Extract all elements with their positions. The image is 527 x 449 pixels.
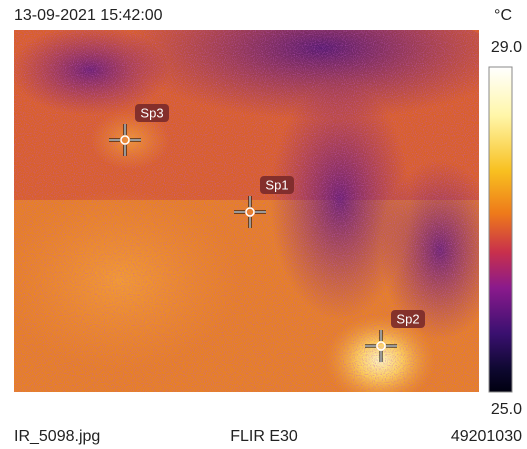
timestamp: 13-09-2021 15:42:00	[14, 7, 163, 24]
scale-max: 29.0	[491, 39, 522, 56]
serial-number: 49201030	[451, 428, 522, 445]
spot-label-bg	[135, 104, 169, 122]
crosshair-ring	[120, 135, 130, 145]
spot-marker: Sp1	[234, 176, 294, 228]
spot-marker: Sp3	[109, 104, 169, 156]
crosshair-ring	[376, 341, 386, 351]
spot-label: Sp1	[265, 177, 288, 192]
camera-model: FLIR E30	[230, 428, 298, 445]
spot-label: Sp2	[396, 311, 419, 326]
unit: °C	[494, 7, 512, 24]
color-scale	[488, 66, 513, 393]
spot-marker: Sp2	[365, 310, 425, 362]
spot-label-bg	[391, 310, 425, 328]
thermal-image	[14, 30, 479, 392]
spot-label-bg	[260, 176, 294, 194]
spot-label: Sp3	[140, 105, 163, 120]
scale-min: 25.0	[491, 401, 522, 418]
filename: IR_5098.jpg	[14, 428, 100, 445]
crosshair-ring	[245, 207, 255, 217]
